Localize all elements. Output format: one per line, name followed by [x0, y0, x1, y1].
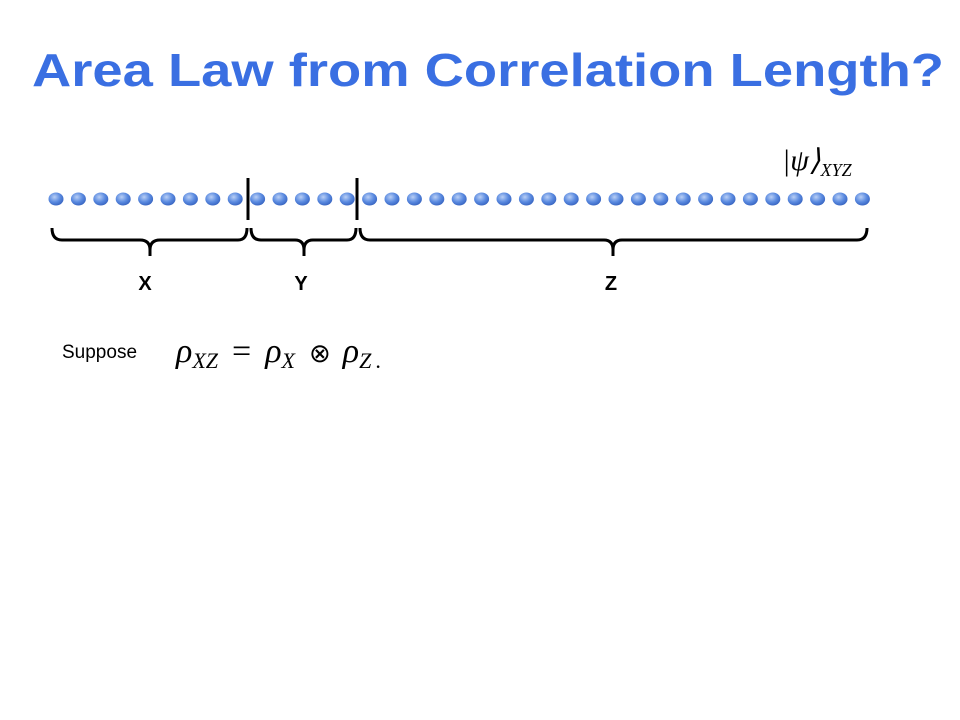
site [93, 192, 109, 206]
site [742, 192, 758, 206]
chain [48, 192, 870, 206]
tensor: ⊗ [309, 339, 331, 368]
site [810, 192, 826, 206]
site [70, 192, 86, 206]
site [854, 192, 870, 206]
site [115, 192, 131, 206]
site [563, 192, 579, 206]
site [429, 192, 445, 206]
site [608, 192, 624, 206]
site [451, 192, 467, 206]
site [138, 192, 154, 206]
region-label: Y [294, 273, 308, 295]
site [518, 192, 534, 206]
site [294, 192, 310, 206]
ket-subscript: XYZ [820, 160, 853, 180]
site [48, 192, 64, 206]
rho-subscript: XZ [191, 348, 218, 373]
site [653, 192, 669, 206]
site [765, 192, 781, 206]
region-label: X [138, 273, 152, 295]
site [317, 192, 333, 206]
site [720, 192, 736, 206]
site [250, 192, 266, 206]
site [586, 192, 602, 206]
slide-title: Area Law from Correlation Length? [32, 44, 944, 96]
site [205, 192, 221, 206]
site [675, 192, 691, 206]
site [160, 192, 176, 206]
period: . [375, 348, 381, 373]
rho: ρ [175, 333, 192, 370]
rho-subscript: X [281, 348, 297, 373]
site [630, 192, 646, 206]
site [474, 192, 490, 206]
rho: ρ [264, 333, 281, 370]
rho: ρ [342, 333, 359, 370]
site [384, 192, 400, 206]
site [227, 192, 243, 206]
site [832, 192, 848, 206]
site [339, 192, 355, 206]
lead-text: Suppose [62, 342, 137, 363]
site [362, 192, 378, 206]
site [541, 192, 557, 206]
equals: = [232, 333, 251, 370]
site [406, 192, 422, 206]
site [787, 192, 803, 206]
formula: ρXZ = ρX ⊗ ρZ. [175, 333, 381, 373]
region-label: Z [605, 273, 617, 295]
site [272, 192, 288, 206]
site [182, 192, 198, 206]
brace [50, 227, 249, 256]
state-label: |ψ⟩XYZ [782, 144, 853, 180]
site [698, 192, 714, 206]
brace [249, 227, 358, 256]
brace [358, 227, 869, 256]
rho-subscript: Z [359, 348, 372, 373]
braces [50, 227, 869, 256]
ket: |ψ⟩ [782, 144, 821, 177]
site [496, 192, 512, 206]
